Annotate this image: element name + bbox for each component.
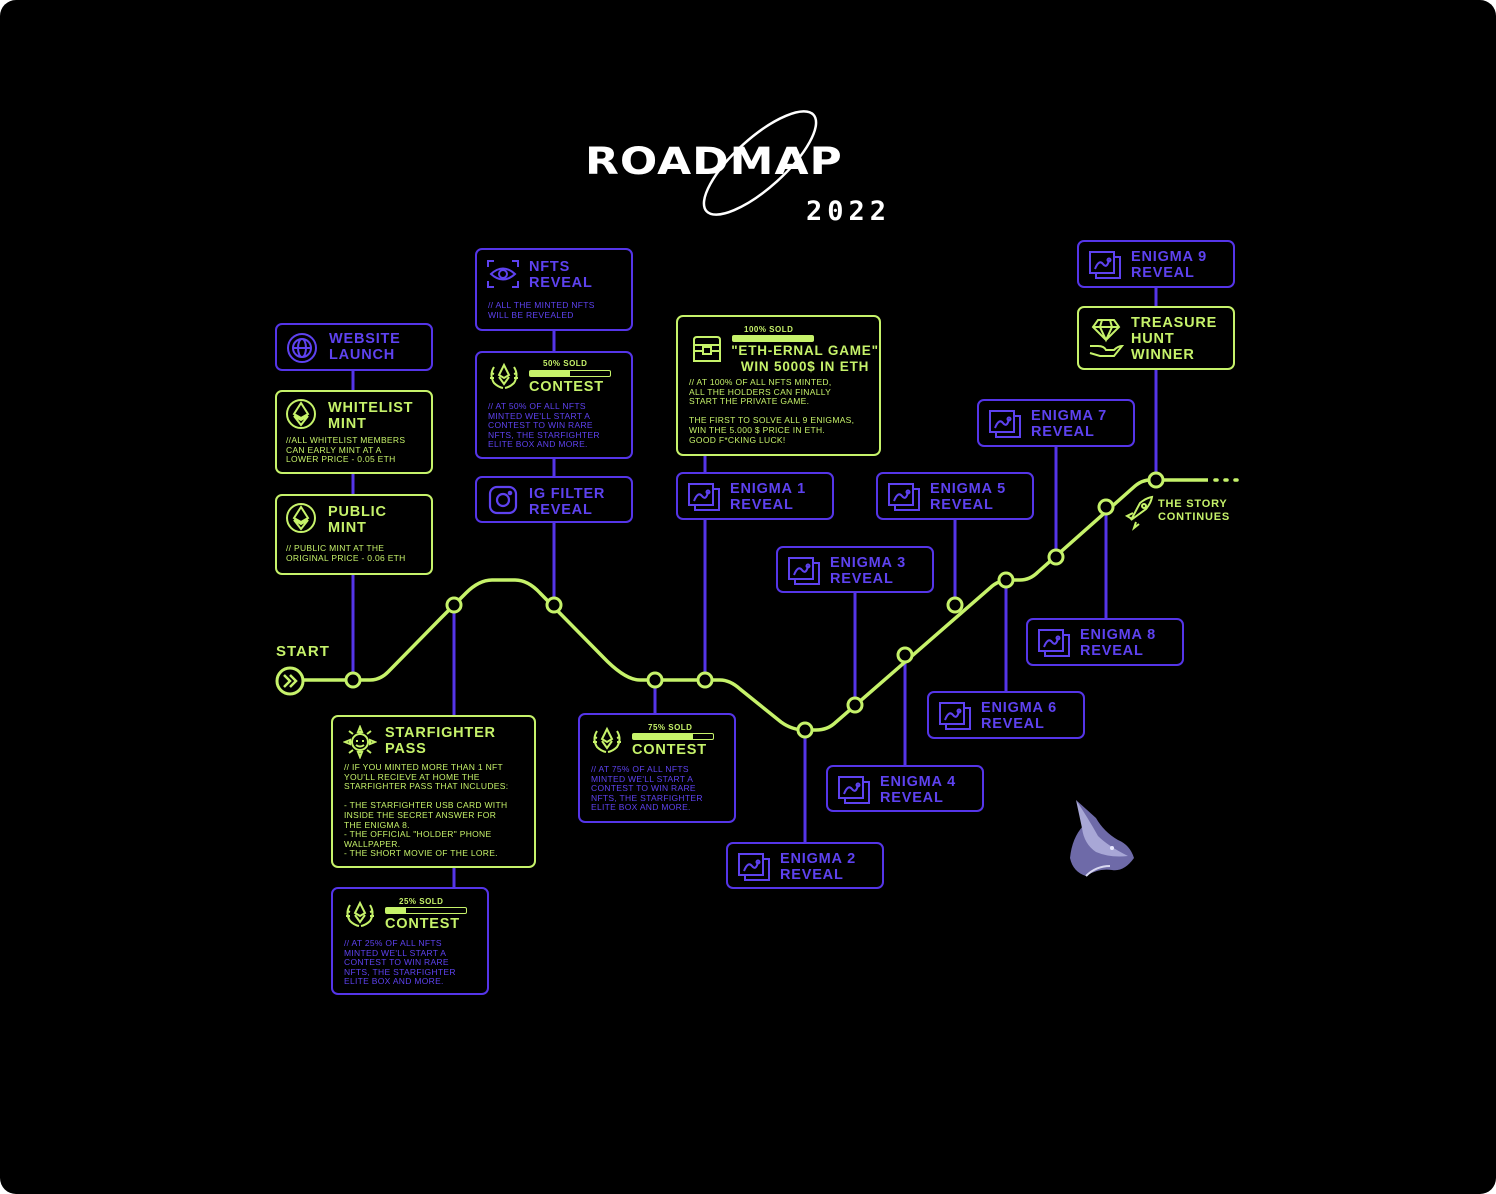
card-title: ENIGMA 1 REVEAL: [730, 481, 806, 513]
card-title: ENIGMA 6 REVEAL: [981, 700, 1057, 732]
card-description: // AT 25% OF ALL NFTS MINTED WE'LL START…: [344, 938, 456, 987]
sold-percent-label: 75% SOLD: [648, 723, 693, 732]
card-contest-50[interactable]: 50% SOLD CONTEST // AT 50% OF ALL NFTS M…: [475, 351, 633, 459]
card-treasure-hunt-winner[interactable]: TREASURE HUNT WINNER: [1077, 306, 1235, 370]
card-title: STARFIGHTER PASS: [385, 725, 496, 757]
card-title: ENIGMA 2 REVEAL: [780, 851, 856, 883]
card-description: // ALL THE MINTED NFTS WILL BE REVEALED: [488, 300, 595, 320]
card-title: CONTEST: [385, 916, 460, 932]
story-continues-label: THE STORY CONTINUES: [1158, 498, 1230, 523]
treasure-map-icon: [688, 483, 720, 511]
connectors: [351, 286, 1158, 888]
card-enigma-4[interactable]: ENIGMA 4 REVEAL: [826, 765, 984, 812]
timeline-path: [303, 478, 1208, 732]
card-title: CONTEST: [632, 742, 707, 758]
diamond-hand-icon: [1089, 319, 1124, 357]
card-enigma-2[interactable]: ENIGMA 2 REVEAL: [726, 842, 884, 889]
card-title: NFTS REVEAL: [529, 259, 593, 291]
ethereum-icon: [286, 503, 316, 533]
card-title: ENIGMA 9 REVEAL: [1131, 249, 1207, 281]
card-description: // AT 100% OF ALL NFTS MINTED, ALL THE H…: [689, 377, 855, 445]
card-title: ENIGMA 4 REVEAL: [880, 774, 956, 806]
card-starfighter-pass[interactable]: STARFIGHTER PASS // IF YOU MINTED MORE T…: [331, 715, 536, 868]
card-title: TREASURE HUNT WINNER: [1131, 315, 1218, 363]
sold-progress-bar: [632, 733, 714, 740]
card-description: //ALL WHITELIST MEMBERS CAN EARLY MINT A…: [286, 435, 406, 465]
eye-icon: [487, 260, 519, 288]
card-nfts-reveal[interactable]: NFTS REVEAL // ALL THE MINTED NFTS WILL …: [475, 248, 633, 331]
treasure-map-icon: [939, 702, 971, 730]
card-enigma-7[interactable]: ENIGMA 7 REVEAL: [977, 399, 1135, 447]
card-enigma-1[interactable]: ENIGMA 1 REVEAL: [676, 472, 834, 520]
card-title: IG FILTER REVEAL: [529, 486, 606, 518]
start-label: START: [276, 643, 330, 660]
card-title: ENIGMA 7 REVEAL: [1031, 408, 1107, 440]
card-description: // AT 75% OF ALL NFTS MINTED WE'LL START…: [591, 764, 703, 813]
card-website-launch[interactable]: WEBSITE LAUNCH: [275, 323, 433, 371]
sold-percent-label: 100% SOLD: [744, 325, 794, 334]
treasure-map-icon: [838, 776, 870, 804]
page-title: ROADMAP: [585, 140, 843, 184]
rocket-icon: [1124, 495, 1154, 531]
card-title: PUBLIC MINT: [328, 504, 387, 536]
card-eternal-game[interactable]: 100% SOLD "ETH-ERNAL GAME" WIN 5000$ IN …: [676, 315, 881, 456]
sold-percent-label: 25% SOLD: [399, 897, 444, 906]
card-enigma-5[interactable]: ENIGMA 5 REVEAL: [876, 472, 1034, 520]
card-enigma-8[interactable]: ENIGMA 8 REVEAL: [1026, 618, 1184, 666]
card-title: CONTEST: [529, 379, 604, 395]
card-whitelist-mint[interactable]: WHITELIST MINT //ALL WHITELIST MEMBERS C…: [275, 390, 433, 474]
start-arrow-icon[interactable]: [275, 666, 305, 696]
sun-face-icon: [343, 725, 377, 759]
treasure-map-icon: [989, 410, 1021, 438]
card-title: WEBSITE LAUNCH: [329, 331, 401, 363]
treasure-map-icon: [1038, 629, 1070, 657]
treasure-map-icon: [738, 853, 770, 881]
card-title: ENIGMA 5 REVEAL: [930, 481, 1006, 513]
title-orbit-ellipse: [702, 110, 818, 216]
laurel-icon: [490, 362, 518, 389]
card-description: // PUBLIC MINT AT THE ORIGINAL PRICE - 0…: [286, 543, 406, 563]
card-description: // AT 50% OF ALL NFTS MINTED WE'LL START…: [488, 401, 600, 450]
page-year: 2022: [806, 196, 892, 227]
card-title: WHITELIST MINT: [328, 400, 414, 432]
treasure-map-icon: [788, 557, 820, 585]
sold-percent-label: 50% SOLD: [543, 359, 588, 368]
mascot-creature-image: [1070, 800, 1134, 877]
card-ig-filter[interactable]: IG FILTER REVEAL: [475, 476, 633, 523]
card-title: "ETH-ERNAL GAME" WIN 5000$ IN ETH: [731, 343, 879, 374]
laurel-icon: [346, 900, 374, 927]
sold-progress-bar: [529, 370, 611, 377]
laurel-icon: [593, 726, 621, 753]
card-enigma-3[interactable]: ENIGMA 3 REVEAL: [776, 546, 934, 593]
timeline-nodes: [344, 471, 1165, 739]
instagram-icon: [488, 485, 518, 515]
card-enigma-9[interactable]: ENIGMA 9 REVEAL: [1077, 240, 1235, 288]
treasure-map-icon: [888, 483, 920, 511]
sold-progress-bar: [385, 907, 467, 914]
card-description: // IF YOU MINTED MORE THAN 1 NFT YOU'LL …: [344, 762, 509, 859]
treasure-chest-icon: [693, 336, 721, 362]
globe-icon: [287, 333, 317, 363]
card-title: ENIGMA 8 REVEAL: [1080, 627, 1156, 659]
card-title: ENIGMA 3 REVEAL: [830, 555, 906, 587]
card-public-mint[interactable]: PUBLIC MINT // PUBLIC MINT AT THE ORIGIN…: [275, 494, 433, 575]
treasure-map-icon: [1089, 251, 1121, 279]
ethereum-icon: [286, 399, 316, 429]
sold-progress-bar: [732, 335, 814, 342]
card-enigma-6[interactable]: ENIGMA 6 REVEAL: [927, 691, 1085, 739]
card-contest-75[interactable]: 75% SOLD CONTEST // AT 75% OF ALL NFTS M…: [578, 713, 736, 823]
card-contest-25[interactable]: 25% SOLD CONTEST // AT 25% OF ALL NFTS M…: [331, 887, 489, 995]
